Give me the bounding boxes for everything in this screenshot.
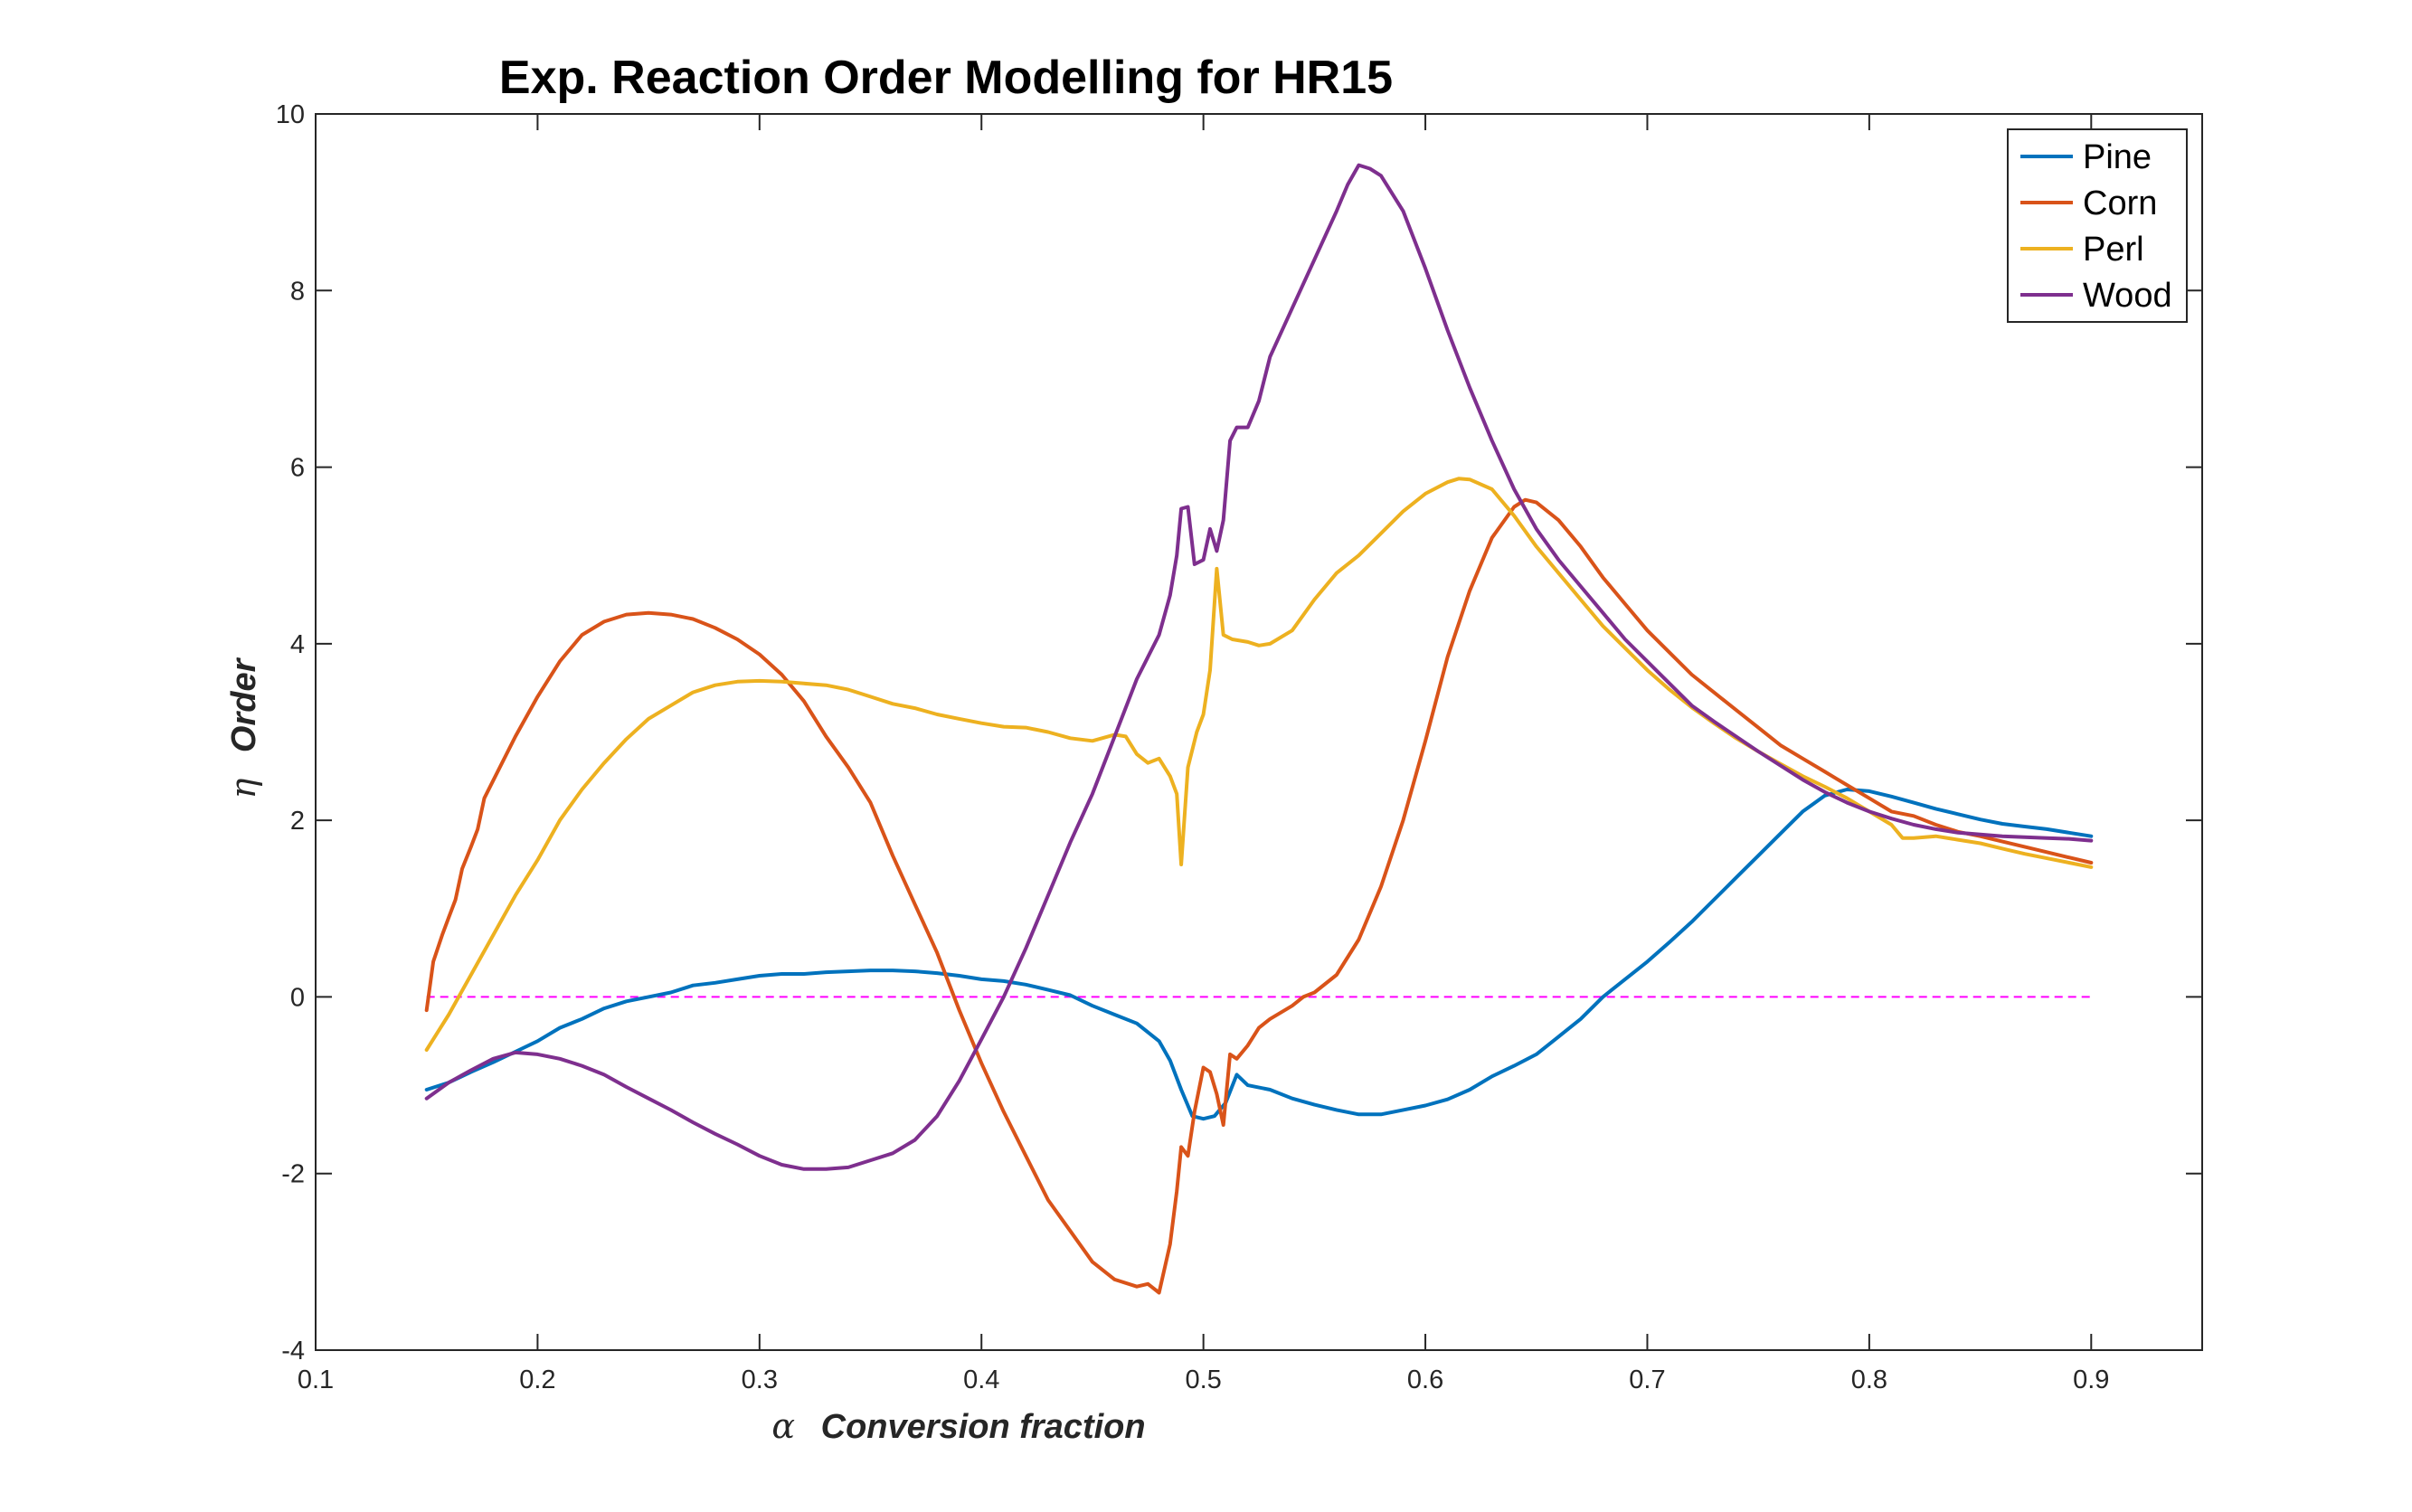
legend-label-perl: Perl [2083,231,2144,269]
x-tick-label: 0.6 [1407,1366,1443,1394]
x-tick-label: 0.7 [1629,1366,1665,1394]
x-tick-label: 0.4 [963,1366,999,1394]
series-line-perl [424,477,2094,1052]
legend-box [2007,128,2188,323]
legend: Pine Corn Perl Wood [2007,128,2188,323]
x-tick-label: 0.2 [519,1366,555,1394]
x-tick-label: 0.5 [1185,1366,1221,1394]
y-tick-label: 8 [290,277,305,306]
y-tick-label: 10 [276,100,305,129]
series-line-pine [424,788,2094,1121]
y-tick-label: 4 [290,630,305,659]
y-axis-symbol: η [223,778,263,799]
x-axis-symbol: α [771,1406,795,1446]
chart-title: Exp. Reaction Order Modelling for HR15 [499,52,1393,104]
x-tick-label: 0.3 [742,1366,778,1394]
series-layer [424,163,2094,1295]
y-axis-label: η Order [223,657,263,799]
x-axis: 0.1 0.2 0.3 0.4 0.5 0.6 0.7 0.8 0.9 [298,114,2109,1394]
series-line-wood [424,163,2094,1171]
y-tick-label: -2 [281,1160,305,1189]
y-tick-label: -4 [281,1337,305,1366]
series-line-corn [424,497,2094,1295]
x-tick-label: 0.8 [1851,1366,1887,1394]
plot-area: 0.1 0.2 0.3 0.4 0.5 0.6 0.7 0.8 0.9 -4 -2 0 2 4 6 8 10 [276,100,2203,1394]
y-tick-label: 6 [290,454,305,483]
legend-label-wood: Wood [2083,277,2172,315]
x-axis-label: α Conversion fraction [771,1406,1145,1446]
y-axis-text: Order [225,657,263,752]
y-tick-label: 0 [290,983,305,1012]
x-tick-label: 0.9 [2073,1366,2109,1394]
y-tick-label: 2 [290,807,305,836]
legend-label-pine: Pine [2083,138,2152,176]
x-axis-text: Conversion fraction [821,1408,1146,1446]
y-axis: -4 -2 0 2 4 6 8 10 [276,100,2202,1366]
x-tick-label: 0.1 [298,1366,334,1394]
axes-frame [315,113,2203,1351]
legend-label-corn: Corn [2083,184,2157,222]
